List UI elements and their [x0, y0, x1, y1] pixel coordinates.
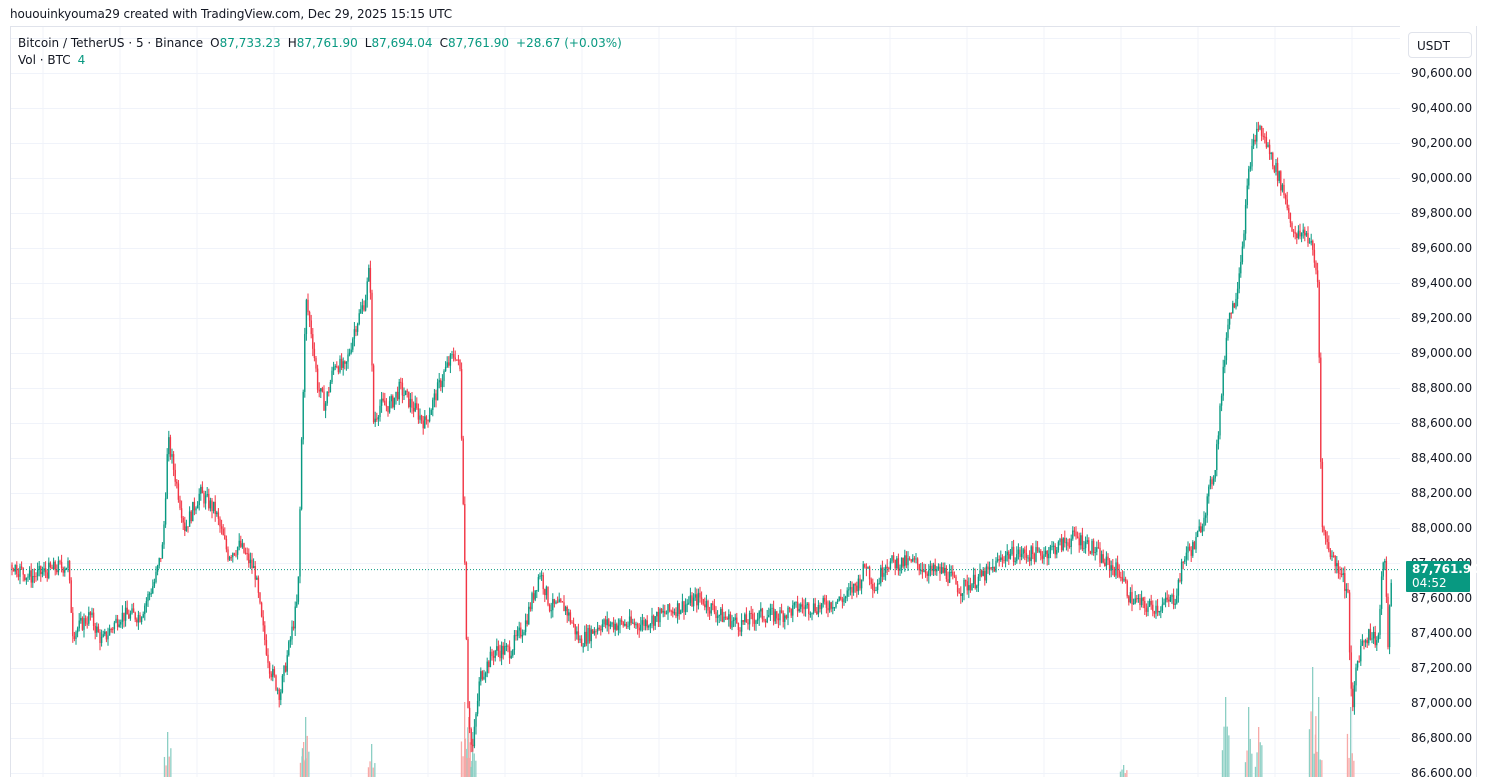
price-tick: 90,600.00 [1411, 66, 1473, 80]
high-label: H [287, 36, 297, 50]
ohlc-row: Bitcoin / TetherUS · 5 · Binance O 87,733… [18, 35, 622, 52]
price-tick: 89,000.00 [1411, 346, 1473, 360]
change-value: +28.67 (+0.03%) [516, 36, 622, 50]
candlesticks [11, 121, 1392, 753]
close-label: C [439, 36, 448, 50]
open-value: 87,733.23 [219, 36, 281, 50]
last-price-tag: 87,761.90 04:52 [1406, 561, 1480, 592]
price-tick: 88,000.00 [1411, 521, 1473, 535]
price-tick: 87,000.00 [1411, 696, 1473, 710]
price-tick: 90,200.00 [1411, 136, 1473, 150]
price-tick: 89,600.00 [1411, 241, 1473, 255]
price-tick: 88,200.00 [1411, 486, 1473, 500]
price-tick: 89,200.00 [1411, 311, 1473, 325]
price-tick: 88,600.00 [1411, 416, 1473, 430]
price-tick: 86,600.00 [1411, 766, 1473, 777]
price-tick: 90,000.00 [1411, 171, 1473, 185]
price-tick: 88,800.00 [1411, 381, 1473, 395]
chart-legend: Bitcoin / TetherUS · 5 · Binance O 87,733… [18, 35, 622, 69]
bar-countdown: 04:52 [1412, 576, 1447, 590]
price-tick: 86,800.00 [1411, 731, 1473, 745]
price-tick: 87,400.00 [1411, 626, 1473, 640]
low-value: 87,694.04 [371, 36, 433, 50]
volume-label[interactable]: Vol · BTC [18, 53, 71, 67]
price-tick: 88,400.00 [1411, 451, 1473, 465]
high-value: 87,761.90 [296, 36, 358, 50]
close-value: 87,761.90 [447, 36, 510, 50]
price-axis[interactable] [1400, 26, 1486, 777]
chart-grid [11, 27, 1400, 777]
last-price-value: 87,761.90 [1412, 562, 1480, 576]
open-label: O [210, 36, 220, 50]
price-tick: 90,400.00 [1411, 101, 1473, 115]
chart-frame [10, 26, 1486, 777]
currency-button[interactable]: USDT [1408, 32, 1472, 58]
symbol-title[interactable]: Bitcoin / TetherUS · 5 · Binance [18, 36, 204, 50]
price-tick: 89,800.00 [1411, 206, 1473, 220]
price-tick: 89,400.00 [1411, 276, 1473, 290]
low-label: L [364, 36, 372, 50]
price-tick: 87,600.00 [1411, 591, 1473, 605]
chart-caption: hououinkyouma29 created with TradingView… [10, 7, 453, 21]
axis-border [1476, 26, 1477, 777]
price-tick: 87,200.00 [1411, 661, 1473, 675]
volume-bars [163, 667, 1355, 777]
volume-value: 4 [77, 53, 86, 67]
volume-row: Vol · BTC 4 [18, 52, 622, 69]
